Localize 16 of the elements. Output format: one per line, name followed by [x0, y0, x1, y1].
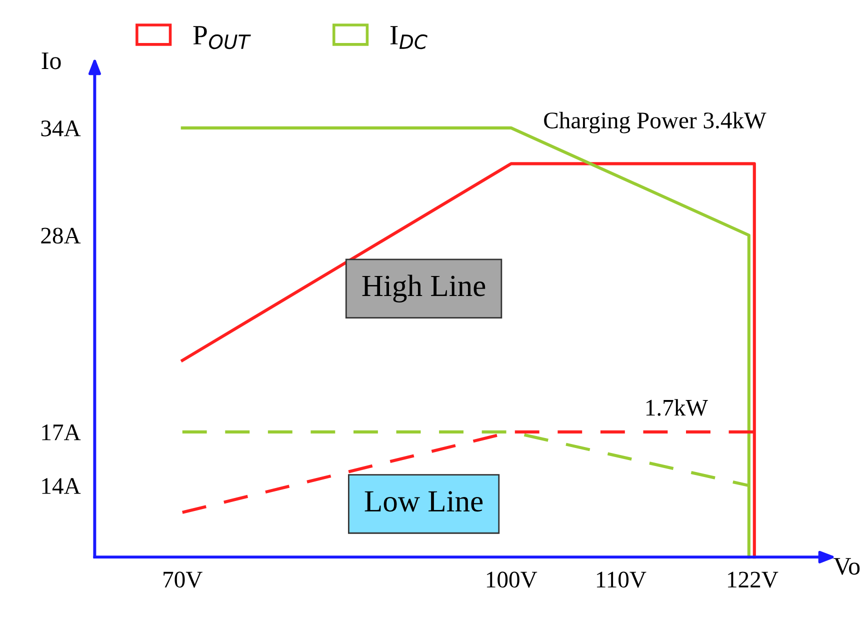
x-tick-label: 100V: [486, 572, 538, 588]
y-tick-label: 17A: [42, 424, 81, 440]
x-tick-label: 122V: [728, 572, 778, 588]
x-tick-label: 110V: [596, 572, 646, 588]
legend-label: P$_{OUT}$: [193, 26, 251, 50]
annotation: High Line: [362, 274, 486, 303]
y-axis-title: Io: [42, 52, 61, 70]
annotation: 1.7kW: [646, 399, 708, 416]
x-axis-title: Vo: [833, 558, 860, 575]
y-tick-label: 34A: [41, 120, 81, 136]
x-tick-label: 70V: [164, 572, 202, 588]
annotation: Charging Power 3.4kW: [544, 112, 766, 134]
y-tick-label: 28A: [41, 228, 81, 244]
annotation: Low Line: [364, 491, 483, 512]
legend-label: I$_{DC}$: [390, 26, 428, 50]
y-tick-label: 14A: [42, 478, 81, 494]
